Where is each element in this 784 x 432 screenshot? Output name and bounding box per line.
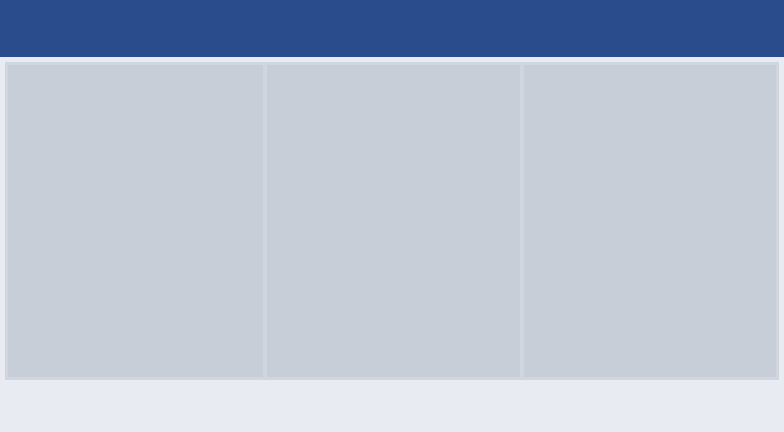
Bar	[684, 166, 728, 180]
Text: JACS: JACS	[600, 385, 680, 414]
Text: JOURNAL OF THE: JOURNAL OF THE	[672, 390, 731, 394]
Text: /: /	[661, 385, 672, 414]
Text: We used the Aortic Trauma
Foundation Registry to
examine the outcomes of
NOM vs : We used the Aortic Trauma Foundation Reg…	[317, 106, 470, 172]
FancyBboxPatch shape	[78, 331, 98, 357]
Text: atf: atf	[381, 77, 405, 92]
Text: Nonoperative Management for Low-Grade Blunt Thoracic Aortic Injury: Nonoperative Management for Low-Grade Bl…	[38, 20, 746, 38]
Text: Golestani et al,: Golestani et al,	[12, 394, 123, 407]
Text: 51 (19%): 51 (19%)	[439, 337, 495, 347]
FancyBboxPatch shape	[313, 306, 333, 332]
Text: vs: vs	[113, 332, 127, 342]
Text: We compared nonoperative
management (NOM) vs TEVAR
for low-grade BTAI: We compared nonoperative management (NOM…	[52, 237, 220, 274]
Text: AMERICAN COLLEGE: AMERICAN COLLEGE	[672, 400, 743, 404]
FancyBboxPatch shape	[630, 155, 643, 161]
Text: OF SURGEONS: OF SURGEONS	[672, 410, 723, 414]
Circle shape	[711, 151, 723, 163]
Text: ♥: ♥	[364, 72, 372, 82]
FancyBboxPatch shape	[81, 324, 95, 331]
Text: , June 2024: , June 2024	[194, 394, 274, 407]
Text: aortic trauma
foundation: aortic trauma foundation	[369, 92, 417, 105]
Text: NOM alone was found to be safe
and appropriate for low-grade BTAI: NOM alone was found to be safe and appro…	[550, 85, 750, 108]
Text: J Am Coll Surg: J Am Coll Surg	[100, 394, 200, 407]
Bar	[711, 169, 722, 177]
Text: 218 (81%): 218 (81%)	[291, 337, 355, 347]
FancyBboxPatch shape	[316, 299, 330, 306]
FancyBboxPatch shape	[626, 161, 645, 186]
Text: These patients had lower mortality
(8% vs 18%) and decreased rate of
complicatio: These patients had lower mortality (8% v…	[550, 206, 750, 257]
Text: Thoracic endovascular aortic
repair (TEVAR)  is the standard of
care for the tre: Thoracic endovascular aortic repair (TEV…	[41, 87, 231, 138]
Text: ♥: ♥	[557, 149, 583, 178]
